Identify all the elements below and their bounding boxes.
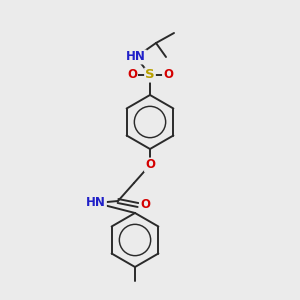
Text: O: O [163,68,173,82]
Text: HN: HN [86,196,106,209]
Text: O: O [145,158,155,172]
Text: HN: HN [126,50,146,64]
Text: O: O [127,68,137,82]
Text: S: S [145,68,155,82]
Text: O: O [140,199,150,212]
